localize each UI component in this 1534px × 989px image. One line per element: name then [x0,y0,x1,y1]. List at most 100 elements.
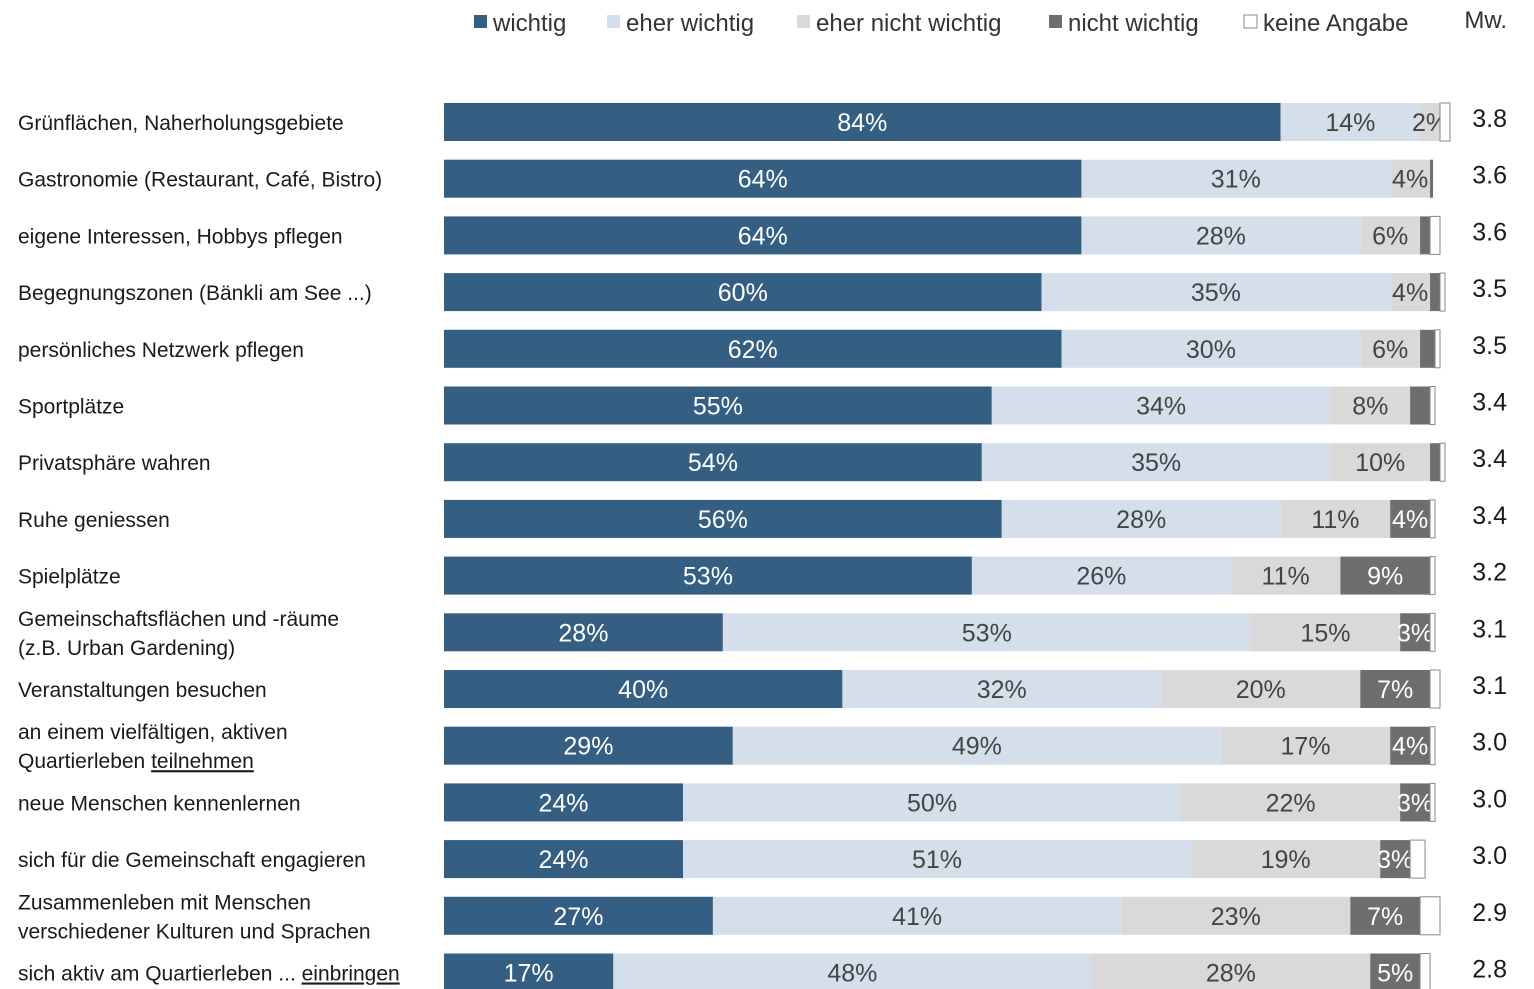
category-label: Grünflächen, Naherholungsgebiete [18,112,344,135]
value-label: 14% [1325,109,1375,137]
category-label: neue Menschen kennenlernen [18,792,301,815]
bar-segment-nicht-wichtig [1430,443,1440,482]
legend-swatch-2 [797,15,810,28]
category-label: Spielplätze [18,566,121,589]
mean-value: 2.8 [1472,956,1507,984]
bar-segment-wichtig [444,443,982,482]
value-label: 17% [1281,733,1331,761]
mean-value: 3.4 [1472,445,1507,473]
mean-value: 3.6 [1472,218,1507,246]
value-label: 4% [1392,166,1428,194]
category-label: Privatsphäre wahren [18,452,211,475]
bar-segment-eher-nicht-wichtig [1330,386,1411,425]
category-label: eigene Interessen, Hobbys pflegen [18,225,343,248]
value-label: 4% [1392,733,1428,761]
value-label: 62% [728,336,778,364]
category-label: Sportplätze [18,396,124,419]
mean-value: 3.5 [1472,275,1507,303]
value-label: 34% [1136,393,1186,421]
category-label: Ruhe geniessen [18,509,170,532]
bar-segment-eher-wichtig [991,386,1331,425]
value-label: 84% [837,109,887,137]
bar-segment-eher-nicht-wichtig [1181,783,1401,822]
bar-segment-eher-nicht-wichtig [1191,840,1381,879]
value-label: 50% [907,789,957,817]
bar-segment-wichtig [444,613,723,652]
bar-segment-eher-wichtig [1061,329,1361,368]
bar-segment-eher-nicht-wichtig [1360,216,1421,255]
bar-segment-wichtig [444,896,713,935]
bar-segment-nicht-wichtig [1390,499,1431,538]
bar-segment-nicht-wichtig [1370,953,1421,989]
bar-segment-keine-Angabe [1439,442,1446,482]
category-label: Quartierleben teilnehmen [18,750,254,773]
bar-segment-eher-nicht-wichtig [1360,329,1421,368]
value-label: 11% [1262,563,1310,591]
value-label: 6% [1372,336,1408,364]
value-label: 7% [1377,676,1413,704]
mean-value: 3.4 [1472,389,1507,417]
value-label: 8% [1352,393,1388,421]
bar-segment-keine-Angabe [1429,386,1436,425]
value-label: 32% [977,676,1027,704]
legend-swatch-3 [1049,15,1062,28]
bar-segment-eher-wichtig [971,556,1231,595]
value-label: 64% [738,222,788,250]
bar-segment-keine-Angabe [1429,499,1436,539]
value-label: 15% [1300,619,1350,647]
legend-label-0: wichtig [492,10,566,37]
value-label: 28% [1116,506,1166,534]
category-label: (z.B. Urban Gardening) [18,637,235,660]
bar-segment-nicht-wichtig [1400,783,1431,822]
mean-value: 3.0 [1472,729,1507,757]
bar-segment-nicht-wichtig [1420,216,1431,255]
value-label: 22% [1266,789,1316,817]
value-label: 28% [558,619,608,647]
bar-segment-keine-Angabe [1434,329,1441,369]
legend-label-4: keine Angabe [1263,10,1408,37]
value-label: 64% [738,166,788,194]
mean-value: 3.4 [1472,502,1507,530]
bar-segment-wichtig [444,499,1002,538]
value-label: 23% [1211,903,1261,931]
bar-segment-wichtig [444,783,684,822]
bar-segment-keine-Angabe [1439,102,1451,142]
category-label: Begegnungszonen (Bänkli am See ...) [18,282,372,305]
value-label: 54% [688,449,738,477]
bar-segment-nicht-wichtig [1420,329,1436,368]
value-label: 20% [1236,676,1286,704]
bar-segment-nicht-wichtig [1340,556,1431,595]
value-label: 17% [504,960,554,988]
value-label: 27% [553,903,603,931]
bar-segment-keine-Angabe [1429,782,1436,822]
bar-segment-eher-wichtig [613,953,1092,989]
bar-segment-eher-wichtig [1041,273,1391,312]
category-label: sich für die Gemeinschaft engagieren [18,849,366,872]
value-label: 3% [1377,846,1413,874]
bar-segment-eher-nicht-wichtig [1390,273,1431,312]
bar-segment-wichtig [444,159,1082,198]
bar-segment-wichtig [444,670,843,708]
bar-segment-eher-nicht-wichtig [1250,613,1401,652]
value-label: 49% [952,733,1002,761]
bar-segment-wichtig [444,840,684,879]
bar-segment-wichtig [444,726,733,765]
value-label: 29% [563,733,613,761]
bar-segment-eher-nicht-wichtig [1091,953,1371,989]
bar-segment-nicht-wichtig [1350,896,1421,935]
bar-segment-wichtig [444,953,614,989]
value-label: 24% [538,846,588,874]
bar-segment-wichtig [444,216,1082,255]
bar-segment-eher-wichtig [1280,103,1421,141]
bar-segment-eher-wichtig [732,726,1221,765]
value-label: 7% [1367,903,1403,931]
bar-segment-eher-nicht-wichtig [1161,670,1361,708]
value-label: 10% [1355,449,1405,477]
bar-segment-eher-wichtig [842,670,1162,708]
value-label: 51% [912,846,962,874]
value-label: 3% [1397,789,1433,817]
category-label: an einem vielfältigen, aktiven [18,721,288,744]
bar-segment-eher-nicht-wichtig [1390,159,1431,198]
mean-value: 3.1 [1472,615,1507,643]
